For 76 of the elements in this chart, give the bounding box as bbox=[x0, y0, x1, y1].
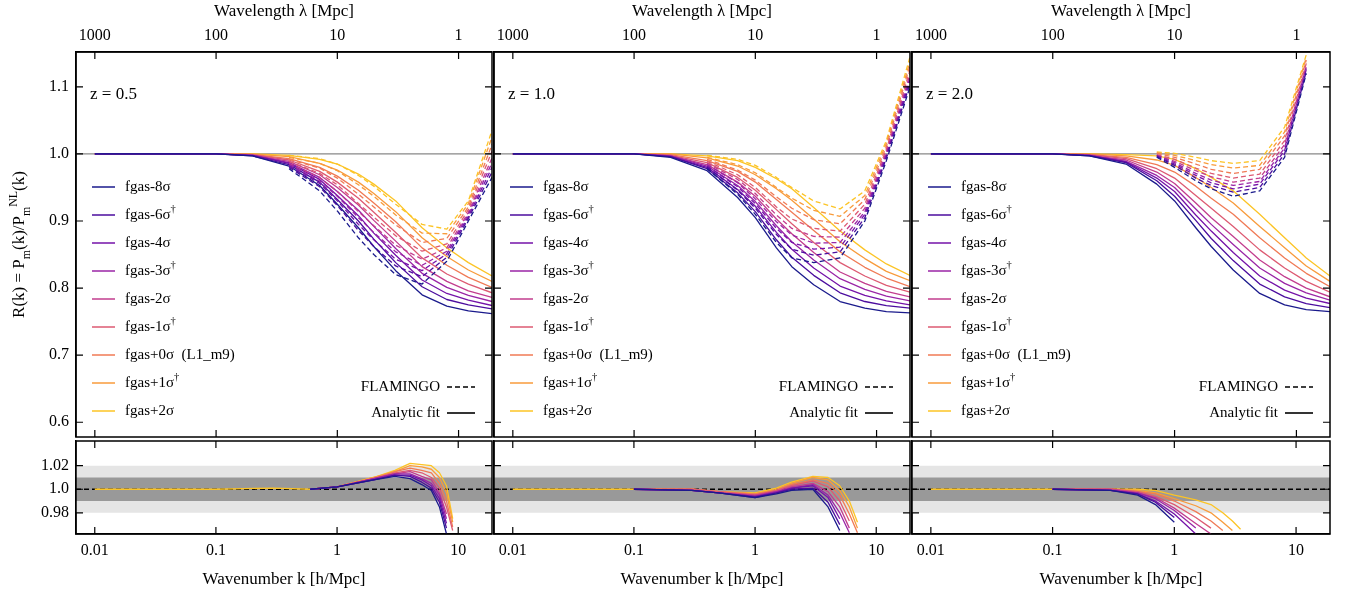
legend-label: fgas-6σ† bbox=[125, 203, 176, 222]
annotation: Analytic fit bbox=[1209, 403, 1279, 420]
annotation: FLAMINGO bbox=[360, 377, 441, 394]
legend-label: fgas-3σ† bbox=[543, 259, 594, 278]
y-tick-label: 0.6 bbox=[49, 412, 69, 430]
annotation: z = 0.5 bbox=[90, 84, 137, 104]
legend-label: fgas-1σ† bbox=[543, 315, 594, 334]
legend-label: fgas-2σ bbox=[961, 289, 1007, 306]
legend-label: fgas-3σ† bbox=[961, 259, 1012, 278]
y-tick-label: 0.9 bbox=[49, 211, 69, 229]
x-tick-label: 10 bbox=[868, 540, 885, 558]
x-tick-label: 10 bbox=[1288, 540, 1305, 558]
legend-label: fgas-1σ† bbox=[125, 315, 176, 334]
legend-label: fgas+2σ bbox=[961, 401, 1011, 418]
x-tick-label: 1 bbox=[454, 25, 463, 43]
legend-label: fgas+1σ† bbox=[961, 371, 1016, 390]
x-axis-title: Wavenumber k [h/Mpc] bbox=[1039, 569, 1203, 589]
legend-label: fgas-2σ bbox=[543, 289, 589, 306]
legend-label: fgas-1σ† bbox=[961, 315, 1012, 334]
legend-label: fgas-4σ bbox=[543, 233, 589, 250]
x-tick-label: 100 bbox=[622, 25, 647, 43]
annotation: Analytic fit bbox=[371, 403, 441, 420]
x-axis-title: Wavenumber k [h/Mpc] bbox=[620, 569, 784, 589]
legend-label: fgas-8σ bbox=[125, 177, 171, 194]
legend-label: fgas+0σ (L1_m9) bbox=[125, 345, 235, 363]
x-tick-label: 0.1 bbox=[205, 540, 226, 558]
x-tick-label: 1000 bbox=[496, 25, 529, 43]
x-tick-label: 1 bbox=[872, 25, 881, 43]
annotation: z = 1.0 bbox=[508, 84, 555, 104]
y-tick-label: 0.98 bbox=[41, 503, 69, 521]
x-tick-label: 1000 bbox=[914, 25, 947, 43]
legend-label: fgas-4σ bbox=[961, 233, 1007, 250]
y-tick-label: 1.0 bbox=[49, 479, 69, 497]
y-tick-label: 1.02 bbox=[41, 455, 69, 473]
x-tick-label: 100 bbox=[204, 25, 229, 43]
x-tick-label: 0.01 bbox=[916, 540, 945, 558]
legend-label: fgas-6σ† bbox=[961, 203, 1012, 222]
x-tick-label: 10 bbox=[747, 25, 764, 43]
x-tick-label: 0.01 bbox=[80, 540, 109, 558]
legend-label: fgas+2σ bbox=[125, 401, 175, 418]
legend-label: fgas+1σ† bbox=[543, 371, 598, 390]
x-axis-title: Wavelength λ [Mpc] bbox=[632, 1, 772, 21]
x-tick-label: 1 bbox=[1292, 25, 1301, 43]
x-tick-label: 10 bbox=[1166, 25, 1183, 43]
x-axis-title: Wavelength λ [Mpc] bbox=[214, 1, 354, 21]
x-axis-title: Wavenumber k [h/Mpc] bbox=[202, 569, 366, 589]
legend-label: fgas+1σ† bbox=[125, 371, 180, 390]
x-tick-label: 0.1 bbox=[623, 540, 644, 558]
y-tick-label: 1.0 bbox=[49, 144, 69, 162]
y-axis-title: R(k) = Pm(k)/PmNL(k) bbox=[5, 171, 33, 318]
x-tick-label: 1000 bbox=[78, 25, 111, 43]
annotation: FLAMINGO bbox=[1198, 377, 1279, 394]
legend-label: fgas-3σ† bbox=[125, 259, 176, 278]
legend-label: fgas-8σ bbox=[961, 177, 1007, 194]
legend-label: fgas+0σ (L1_m9) bbox=[961, 345, 1071, 363]
x-tick-label: 0.01 bbox=[498, 540, 527, 558]
x-tick-label: 100 bbox=[1040, 25, 1065, 43]
x-tick-label: 1 bbox=[1170, 540, 1179, 558]
legend-label: fgas-2σ bbox=[125, 289, 171, 306]
annotation: Analytic fit bbox=[789, 403, 859, 420]
legend-label: fgas-8σ bbox=[543, 177, 589, 194]
annotation: z = 2.0 bbox=[926, 84, 973, 104]
legend-label: fgas-4σ bbox=[125, 233, 171, 250]
y-tick-label: 1.1 bbox=[49, 77, 69, 95]
x-tick-label: 1 bbox=[751, 540, 760, 558]
legend-label: fgas+2σ bbox=[543, 401, 593, 418]
legend-label: fgas+0σ (L1_m9) bbox=[543, 345, 653, 363]
x-tick-label: 0.1 bbox=[1042, 540, 1063, 558]
x-axis-title: Wavelength λ [Mpc] bbox=[1051, 1, 1191, 21]
x-tick-label: 10 bbox=[450, 540, 467, 558]
x-tick-label: 10 bbox=[329, 25, 346, 43]
y-tick-label: 0.8 bbox=[49, 278, 69, 296]
annotation: FLAMINGO bbox=[778, 377, 859, 394]
legend-label: fgas-6σ† bbox=[543, 203, 594, 222]
y-tick-label: 0.7 bbox=[49, 345, 69, 363]
x-tick-label: 1 bbox=[333, 540, 342, 558]
